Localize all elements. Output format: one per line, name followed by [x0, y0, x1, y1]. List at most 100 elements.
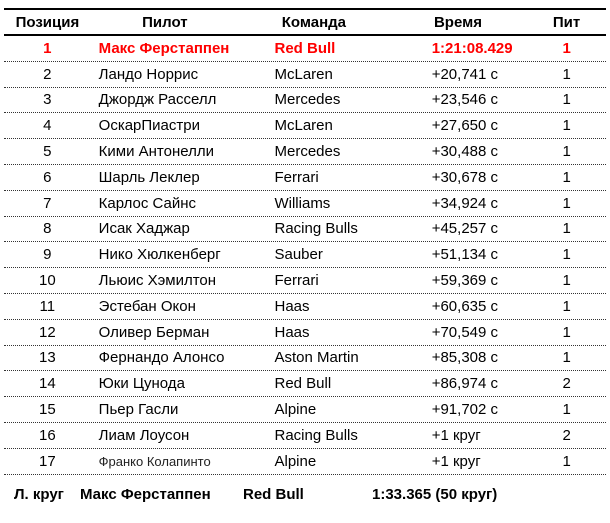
driver-cell: Фернандо Алонсо — [98, 349, 225, 367]
team-cell: McLaren — [274, 65, 333, 83]
position-cell: 7 — [43, 194, 52, 212]
table-body: 1 Макс Ферстаппен Red Bull 1:21:08.429 1… — [4, 36, 606, 475]
driver-cell: Джордж Расселл — [98, 91, 217, 109]
table-row: 6 Шарль Леклер Ferrari +30,678 с 1 — [4, 165, 606, 191]
position-cell: 3 — [43, 91, 52, 109]
team-cell: Racing Bulls — [274, 426, 358, 444]
column-header-pits: Пит — [552, 13, 581, 31]
column-header-team: Команда — [281, 13, 347, 31]
table-row: 10 Льюис Хэмилтон Ferrari +59,369 с 1 — [4, 268, 606, 294]
time-cell: +20,741 с — [431, 65, 499, 83]
team-cell: Haas — [274, 297, 310, 315]
fastest-lap-team: Red Bull — [243, 486, 304, 504]
fastest-lap-label: Л. круг — [14, 486, 64, 504]
position-cell: 15 — [38, 401, 56, 419]
time-cell: +1 круг — [431, 452, 481, 470]
column-header-time: Время — [433, 13, 482, 31]
table-row: 14 Юки Цунода Red Bull +86,974 с 2 — [4, 371, 606, 398]
team-cell: Mercedes — [274, 91, 341, 109]
table-row: 16 Лиам Лоусон Racing Bulls +1 круг 2 — [4, 423, 606, 449]
pit-cell: 1 — [562, 452, 571, 470]
team-cell: Alpine — [274, 401, 317, 419]
column-header-position: Позиция — [15, 13, 80, 31]
driver-cell: Лиам Лоусон — [98, 426, 190, 444]
table-row: 8 Исак Хаджар Racing Bulls +45,257 с 1 — [4, 217, 606, 243]
fastest-lap-time: 1:33.365 (50 круг) — [372, 486, 498, 504]
pit-cell: 2 — [562, 375, 571, 393]
time-cell: +30,678 с — [431, 168, 499, 186]
time-cell: +60,635 с — [431, 297, 499, 315]
position-cell: 2 — [43, 65, 52, 83]
table-row: 3 Джордж Расселл Mercedes +23,546 с 1 — [4, 88, 606, 114]
pit-cell: 1 — [562, 91, 571, 109]
position-cell: 1 — [43, 39, 52, 57]
pit-cell: 1 — [562, 168, 571, 186]
time-cell: +30,488 с — [431, 143, 499, 161]
driver-cell: Нико Хюлкенберг — [98, 246, 221, 264]
driver-cell: Оливер Берман — [98, 323, 210, 341]
table-row: 12 Оливер Берман Haas +70,549 с 1 — [4, 320, 606, 346]
column-header-driver: Пилот — [142, 13, 188, 31]
driver-cell: Карлос Сайнс — [98, 194, 197, 212]
driver-cell: Эстебан Окон — [98, 297, 196, 315]
driver-cell: Пьер Гасли — [98, 401, 179, 419]
fastest-lap-row: Л. круг Макс Ферстаппен Red Bull 1:33.36… — [4, 477, 606, 513]
position-cell: 6 — [43, 168, 52, 186]
position-cell: 5 — [43, 143, 52, 161]
driver-cell: Льюис Хэмилтон — [98, 272, 217, 290]
driver-cell: Кими Антонелли — [98, 143, 214, 161]
time-cell: +59,369 с — [431, 272, 499, 290]
table-row: 11 Эстебан Окон Haas +60,635 с 1 — [4, 294, 606, 320]
pit-cell: 1 — [562, 323, 571, 341]
team-cell: Haas — [274, 323, 310, 341]
time-cell: +86,974 с — [431, 375, 499, 393]
table-header-row: Позиция Пилот Команда Время Пит — [4, 10, 606, 36]
time-cell: +70,549 с — [431, 323, 499, 341]
table-row: 17 Франко Колапинто Alpine +1 круг 1 — [4, 449, 606, 475]
driver-cell: Макс Ферстаппен — [98, 39, 230, 57]
table-row: 15 Пьер Гасли Alpine +91,702 с 1 — [4, 397, 606, 423]
table-row: 1 Макс Ферстаппен Red Bull 1:21:08.429 1 — [4, 36, 606, 62]
driver-cell: Франко Колапинто — [98, 453, 211, 469]
pit-cell: 1 — [562, 349, 571, 367]
team-cell: Aston Martin — [274, 349, 359, 367]
driver-cell: Ландо Норрис — [98, 65, 199, 83]
time-cell: +1 круг — [431, 426, 481, 444]
pit-cell: 1 — [562, 117, 571, 135]
fastest-lap-driver: Макс Ферстаппен — [80, 486, 211, 504]
driver-cell: Юки Цунода — [98, 375, 185, 393]
pit-cell: 1 — [562, 220, 571, 238]
position-cell: 8 — [43, 220, 52, 238]
table-row: 13 Фернандо Алонсо Aston Martin +85,308 … — [4, 346, 606, 372]
position-cell: 16 — [38, 426, 56, 444]
table-row: 7 Карлос Сайнс Williams +34,924 с 1 — [4, 191, 606, 217]
table-row: 9 Нико Хюлкенберг Sauber +51,134 с 1 — [4, 242, 606, 269]
position-cell: 9 — [43, 246, 52, 264]
position-cell: 13 — [38, 349, 56, 367]
pit-cell: 2 — [562, 426, 571, 444]
team-cell: Mercedes — [274, 143, 341, 161]
pit-cell: 1 — [562, 401, 571, 419]
time-cell: +85,308 с — [431, 349, 499, 367]
time-cell: +51,134 с — [431, 246, 499, 264]
driver-cell: ОскарПиастри — [98, 117, 200, 135]
position-cell: 12 — [38, 323, 56, 341]
driver-cell: Шарль Леклер — [98, 168, 200, 186]
pit-cell: 1 — [562, 39, 571, 57]
team-cell: Red Bull — [274, 375, 332, 393]
position-cell: 10 — [38, 272, 56, 290]
pit-cell: 1 — [562, 246, 571, 264]
driver-cell: Исак Хаджар — [98, 220, 190, 238]
team-cell: Racing Bulls — [274, 220, 358, 238]
time-cell: +34,924 с — [431, 194, 499, 212]
team-cell: Ferrari — [274, 168, 319, 186]
pit-cell: 1 — [562, 65, 571, 83]
table-row: 4 ОскарПиастри McLaren +27,650 с 1 — [4, 113, 606, 140]
time-cell: 1:21:08.429 — [431, 39, 513, 57]
pit-cell: 1 — [562, 143, 571, 161]
position-cell: 11 — [39, 297, 56, 315]
team-cell: Sauber — [274, 246, 323, 264]
team-cell: Red Bull — [274, 39, 336, 57]
pit-cell: 1 — [562, 194, 571, 212]
time-cell: +91,702 с — [431, 401, 499, 419]
